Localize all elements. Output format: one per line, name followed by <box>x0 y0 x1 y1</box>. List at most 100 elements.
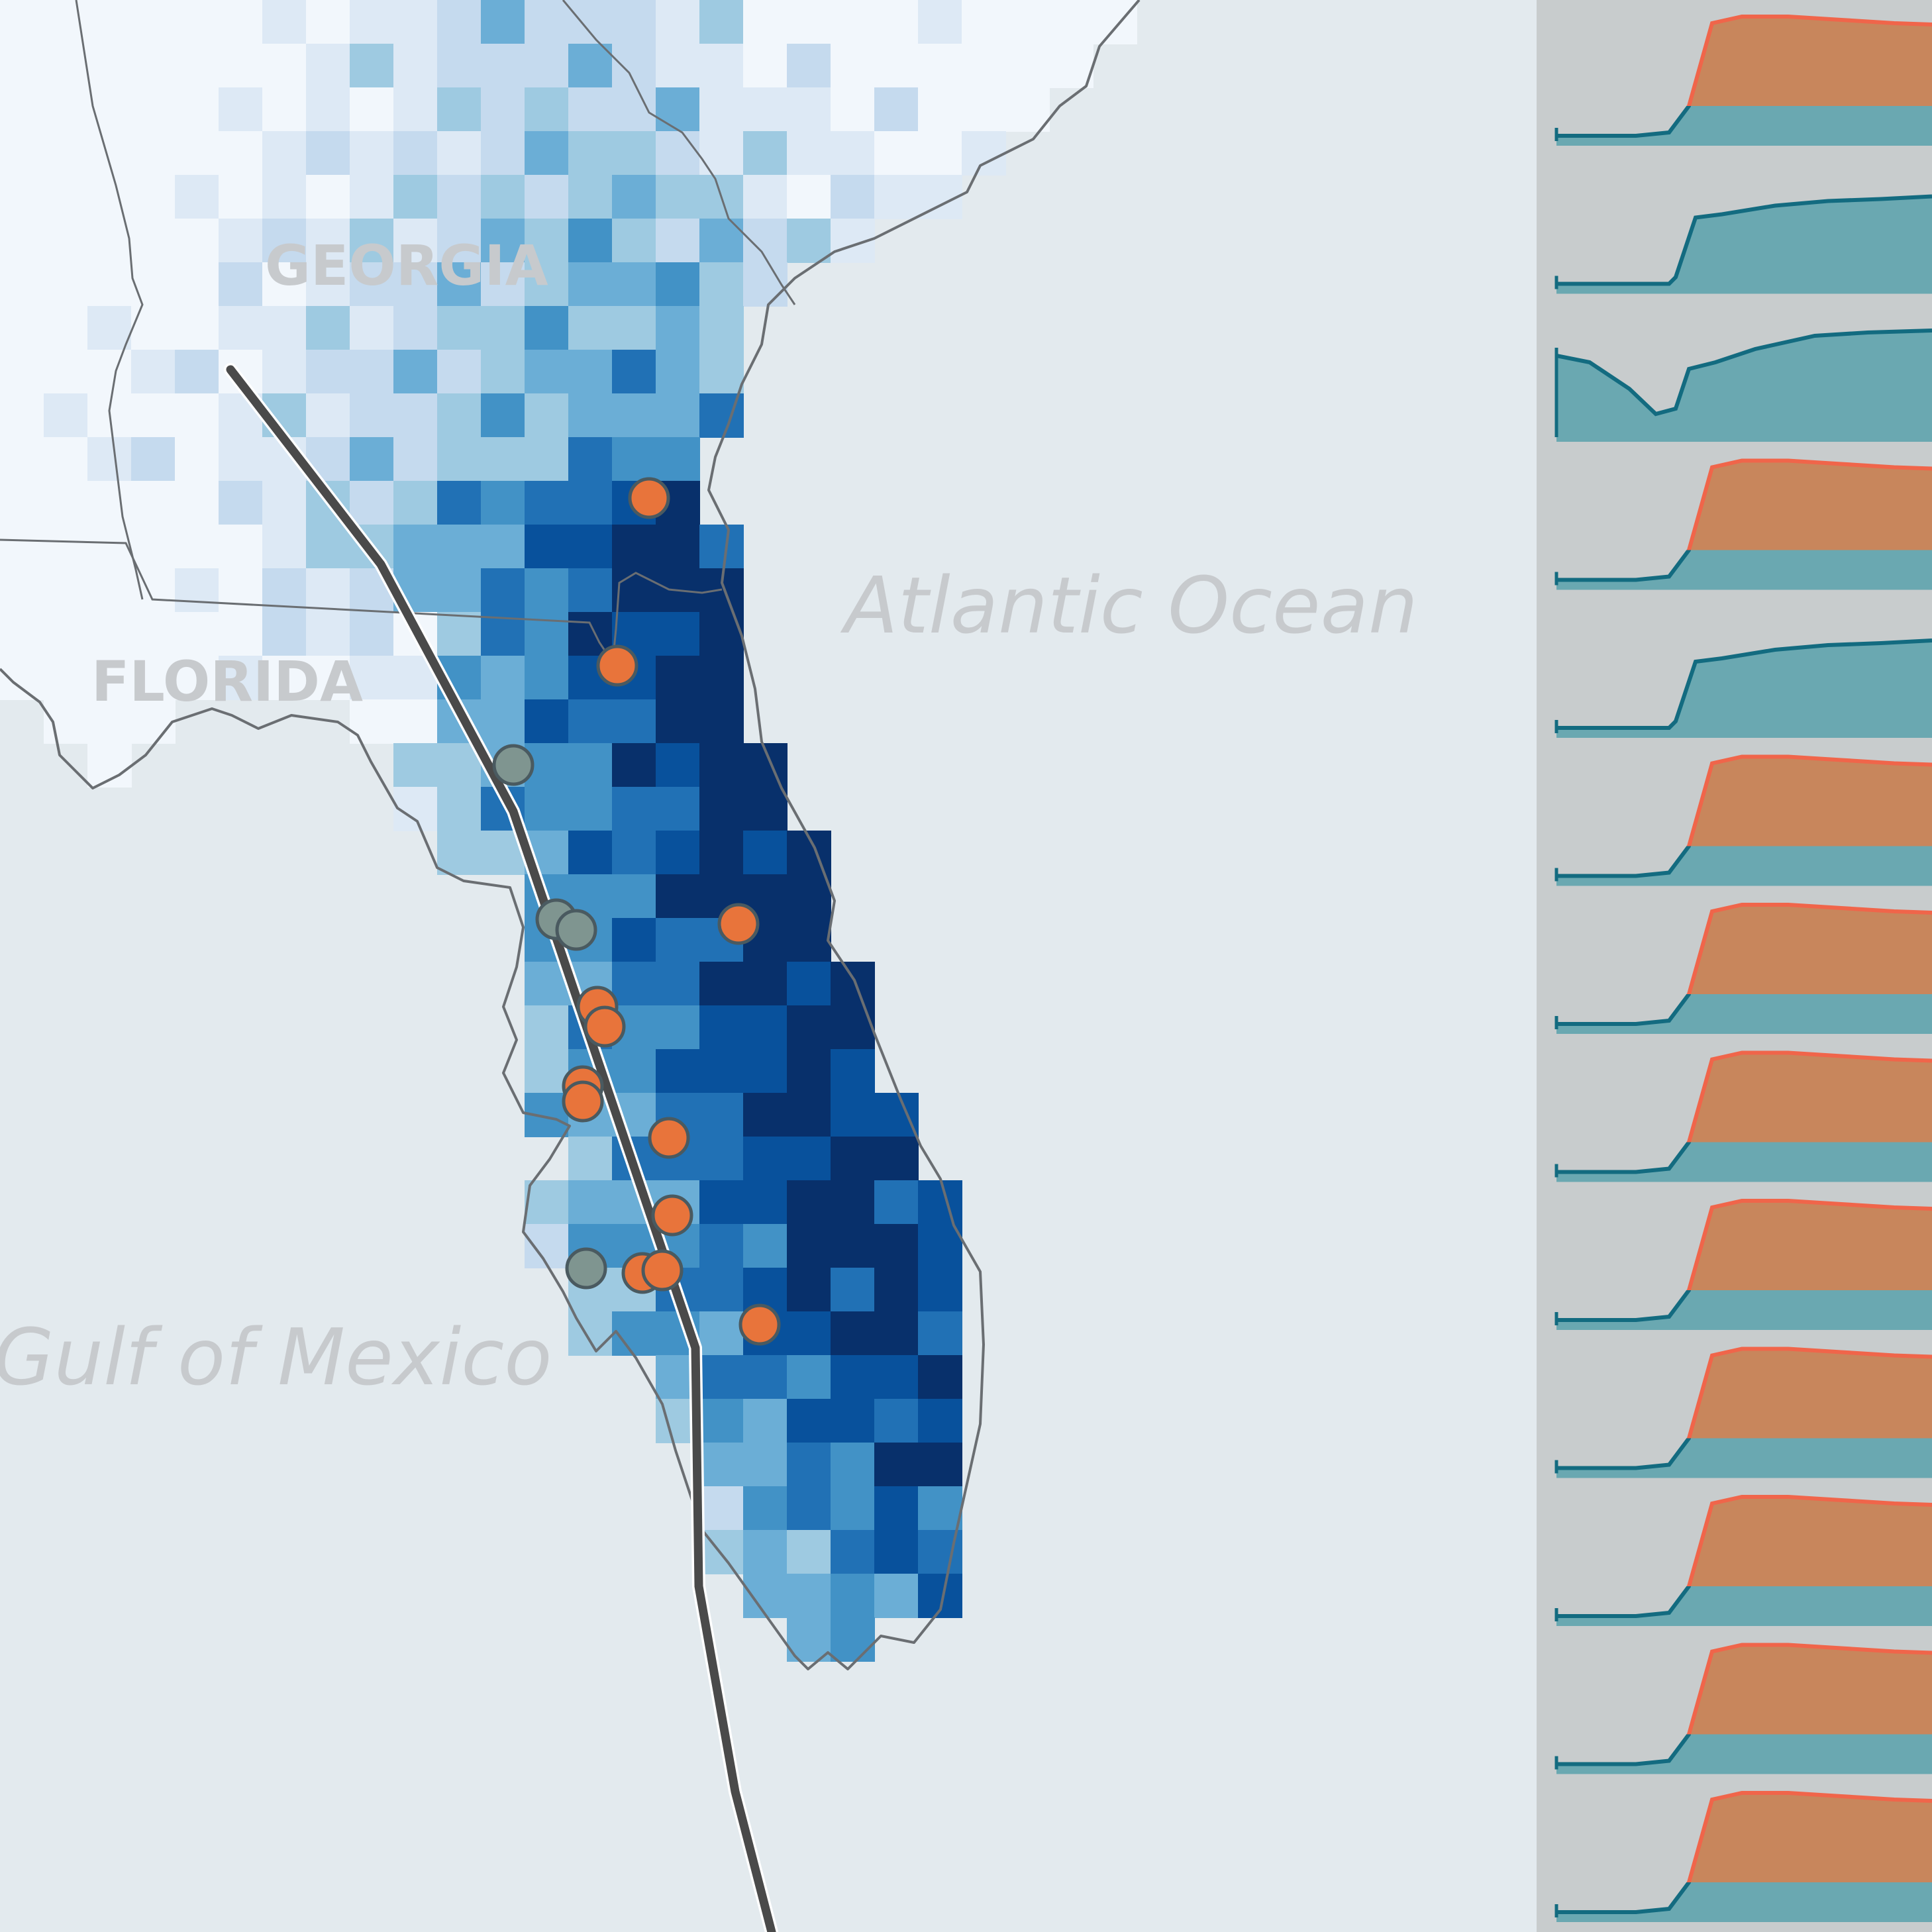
sparkline-8 <box>1554 1050 1932 1182</box>
label-atlantic-ocean: Atlantic Ocean <box>840 560 1418 651</box>
precip-cell <box>481 699 525 744</box>
precip-cell <box>219 481 263 525</box>
precip-cell <box>481 306 525 350</box>
precip-cell <box>831 131 875 176</box>
precip-cell <box>874 0 919 44</box>
sparkline-excess-line <box>1686 903 1932 994</box>
precip-cell <box>306 525 350 569</box>
precip-cell <box>743 787 788 831</box>
precip-cell <box>525 219 569 263</box>
precip-cell <box>568 568 613 613</box>
precip-cell <box>393 699 438 744</box>
precip-cell <box>699 1355 744 1399</box>
precip-cell <box>437 787 482 831</box>
sparkline-line <box>1556 550 1692 582</box>
precip-cell <box>525 175 569 219</box>
precip-cell <box>219 131 263 176</box>
precip-cell <box>87 481 132 525</box>
precip-cell <box>831 1268 875 1312</box>
precip-cell <box>175 568 219 613</box>
precip-cell <box>568 743 613 788</box>
precip-cell <box>612 525 656 569</box>
precip-cell <box>44 437 88 482</box>
sparkline-line <box>1556 1882 1692 1914</box>
precip-cell <box>874 1530 919 1574</box>
precip-cell <box>393 437 438 482</box>
gauge-marker-orange <box>648 1117 690 1159</box>
precip-cell <box>0 306 44 350</box>
precip-cell <box>175 350 219 394</box>
sparkline-excess-line <box>1686 1050 1932 1143</box>
precip-cell <box>568 131 613 176</box>
gauge-markers <box>492 477 781 1346</box>
precip-cell <box>656 175 700 219</box>
precip-cell <box>525 481 569 525</box>
precip-cell <box>743 962 788 1006</box>
precip-cell <box>131 437 176 482</box>
gauge-marker-orange <box>596 644 638 687</box>
precip-cell <box>612 0 656 44</box>
precip-cell <box>175 0 219 44</box>
precip-cell <box>481 175 525 219</box>
precip-cell <box>699 1049 744 1093</box>
precip-cell <box>787 1311 831 1356</box>
precip-cell <box>743 831 788 875</box>
precip-cell <box>743 1486 788 1531</box>
precip-cell <box>656 699 700 744</box>
sparkline-line <box>1556 846 1692 878</box>
precip-cell <box>656 874 700 919</box>
precip-cell <box>918 1268 962 1312</box>
precip-cell <box>699 1180 744 1225</box>
precip-cell <box>918 44 962 88</box>
precip-cell <box>437 175 482 219</box>
gauge-marker-gray <box>492 744 534 786</box>
precip-cell <box>656 44 700 88</box>
precip-cell <box>874 1574 919 1618</box>
sparkline-area <box>1556 330 1932 442</box>
precip-cell <box>87 350 132 394</box>
precip-cell <box>393 306 438 350</box>
precip-cell <box>87 0 132 44</box>
precip-cell <box>743 1443 788 1487</box>
precip-cell <box>699 743 744 788</box>
georgia-sc-border <box>562 0 796 305</box>
sparkline-line <box>1556 1142 1692 1174</box>
precip-cell <box>44 350 88 394</box>
precip-cell <box>306 44 350 88</box>
precip-cell <box>743 1093 788 1137</box>
gauge-marker-orange <box>651 1194 693 1237</box>
precip-cell <box>962 131 1006 176</box>
precip-cell <box>874 1268 919 1312</box>
sparkline-9 <box>1554 1199 1932 1330</box>
sparkline-excess-line <box>1686 1199 1932 1290</box>
precip-cell <box>743 1005 788 1050</box>
precip-cell <box>525 131 569 176</box>
sparkline-line <box>1556 638 1932 730</box>
precip-cell <box>219 175 263 219</box>
precip-cell <box>87 131 132 176</box>
precip-cell <box>481 393 525 438</box>
precip-cell <box>437 262 482 307</box>
precip-cell <box>0 175 44 219</box>
precip-cell <box>743 1574 788 1618</box>
precip-cell <box>612 175 656 219</box>
precip-cell <box>1049 44 1093 88</box>
precip-cell <box>656 656 700 700</box>
precip-cell <box>656 87 700 132</box>
precip-cell <box>350 612 394 656</box>
precip-cell <box>743 0 788 44</box>
precip-cell <box>481 0 525 44</box>
precip-cell <box>656 612 700 656</box>
sparkline-excess-area <box>1689 905 1932 994</box>
precip-cell <box>918 1355 962 1399</box>
precip-cell <box>131 699 176 744</box>
precip-cell <box>568 1180 613 1225</box>
sparkline-line <box>1556 1734 1692 1766</box>
sparkline-5 <box>1554 638 1932 738</box>
precip-cell <box>350 262 394 307</box>
precip-cell <box>175 306 219 350</box>
precip-cell <box>787 1093 831 1137</box>
precip-cell <box>656 831 700 875</box>
precip-cell <box>525 568 569 613</box>
